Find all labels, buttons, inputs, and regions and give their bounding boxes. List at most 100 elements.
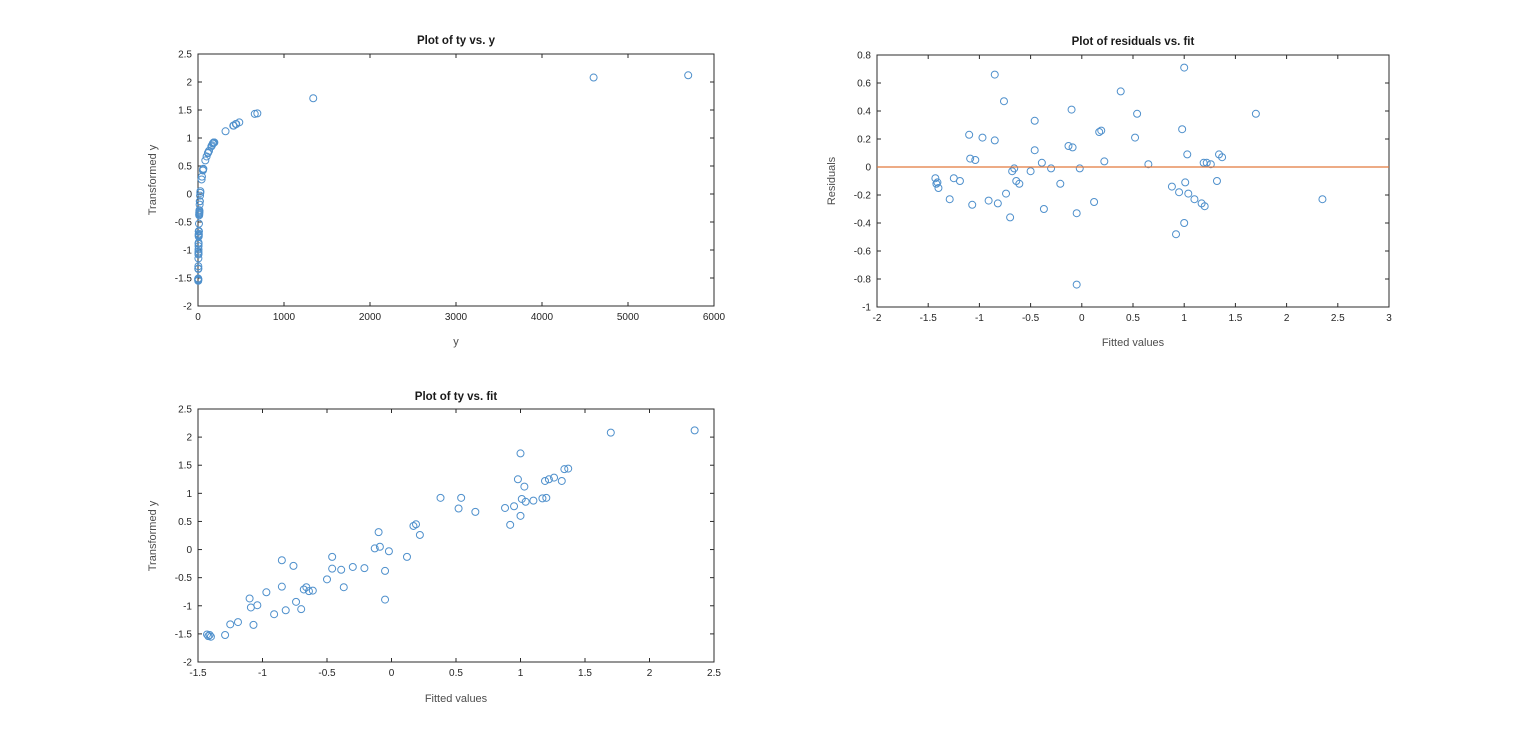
plot-ty-vs-y: 0 1000 2000 3000 4000 5000 6000 -2 -1.5 -1 -0.5 0 0.… — [147, 35, 726, 348]
tick-label: -1.5 — [920, 313, 938, 324]
scatter-point — [302, 583, 311, 592]
plot-content: -2 -1.5 -1 -0.5 0 0.5 1 1.5 2 2.5 3 -1 -0.8 -0.6 -0.4 -… — [854, 51, 1392, 325]
tick-label: -1.5 — [175, 629, 193, 640]
scatter-point — [457, 493, 466, 502]
scatter-point — [221, 127, 230, 136]
tick-label: 1 — [186, 489, 192, 500]
scatter-point — [277, 582, 286, 591]
scatter-point — [409, 521, 418, 530]
tick-label: -0.5 — [175, 218, 193, 229]
tick-label: -0.5 — [318, 668, 336, 679]
scatter-point — [529, 496, 538, 505]
tick-label: -1 — [862, 303, 871, 314]
tick-label: 0.5 — [178, 517, 192, 528]
scatter-point — [196, 187, 205, 196]
scatter-point — [195, 197, 204, 206]
scatter-point — [1072, 209, 1081, 218]
scatter-point — [1184, 189, 1193, 198]
scatter-point — [589, 73, 598, 82]
tick-label: 0 — [389, 668, 395, 679]
scatter-point — [194, 275, 203, 284]
scatter-point — [1064, 142, 1073, 150]
tick-label: 2.5 — [707, 668, 721, 679]
scatter-point — [990, 70, 999, 79]
scatter-point — [1180, 219, 1189, 227]
scatter-point — [370, 544, 379, 553]
scatter-point — [984, 196, 993, 205]
scatter-point — [348, 562, 357, 571]
scatter-point — [506, 520, 515, 529]
tick-label: 1000 — [273, 312, 296, 323]
scatter-point — [253, 601, 262, 610]
tick-label: 1.5 — [178, 106, 192, 117]
plot-residuals-vs-fit: -2 -1.5 -1 -0.5 0 0.5 1 1.5 2 2.5 3 -1 -0.8 -0.6 -0.4 -… — [826, 36, 1392, 349]
tick-label: -1 — [183, 601, 192, 612]
scatter-point — [194, 262, 203, 271]
tick-label: 2.5 — [178, 405, 192, 416]
scatter-point — [1144, 160, 1153, 169]
tick-label: -1.5 — [175, 274, 193, 285]
scatter-point — [968, 200, 977, 209]
scatter-point — [560, 465, 569, 474]
scatter-point — [1172, 230, 1181, 239]
scatter-point — [541, 476, 550, 485]
scatter-point — [339, 583, 348, 592]
scatter-point — [309, 94, 318, 103]
scatter-point — [1037, 158, 1046, 167]
tick-label: -0.2 — [854, 191, 872, 202]
scatter-point — [203, 630, 212, 639]
scatter-point — [1212, 177, 1221, 185]
scatter-point — [412, 520, 421, 529]
tick-label: 0.5 — [449, 668, 463, 679]
tick-label: 6000 — [703, 312, 726, 323]
tick-label: 0.2 — [857, 135, 871, 146]
tick-label: 1 — [186, 134, 192, 145]
scatter-point — [374, 528, 383, 537]
scatter-point — [1175, 188, 1184, 197]
y-axis-label: Transformed y — [147, 144, 159, 215]
tick-label: 1.5 — [578, 668, 592, 679]
x-axis-label: y — [453, 336, 459, 348]
tick-label: 0.6 — [857, 79, 871, 90]
tick-label: 2000 — [359, 312, 382, 323]
scatter-point — [550, 473, 559, 482]
scatter-point — [381, 595, 390, 604]
scatter-point — [197, 175, 206, 184]
scatter-point — [262, 588, 271, 597]
scatter-point — [194, 230, 203, 239]
scatter-point — [1190, 195, 1199, 204]
scatter-point — [297, 605, 306, 614]
scatter-point — [281, 606, 290, 615]
scatter-point — [246, 603, 255, 612]
scatter-point — [1131, 133, 1140, 142]
scatter-point — [1030, 146, 1039, 155]
plot-title: Plot of ty vs. fit — [415, 391, 498, 403]
scatter-point — [933, 178, 942, 187]
scatter-point — [194, 254, 203, 263]
scatter-point — [226, 620, 235, 629]
plot-ty-vs-fit: -1.5 -1 -0.5 0 0.5 1 1.5 2 2.5-2-1.5-1-0.500.511… — [147, 391, 721, 705]
scatter-point — [1251, 109, 1260, 118]
tick-label: 0.8 — [857, 51, 871, 62]
scatter-point — [1006, 213, 1015, 222]
scatter-point — [606, 428, 615, 437]
scatter-point — [299, 585, 308, 594]
scatter-point — [323, 575, 331, 584]
scatter-point — [1047, 164, 1056, 173]
scatter-point — [978, 133, 987, 142]
scatter-point — [194, 239, 203, 248]
scatter-point — [375, 542, 384, 551]
tick-label: 0 — [1079, 313, 1085, 324]
scatter-point — [1180, 63, 1189, 72]
tick-label: 3 — [1386, 313, 1392, 324]
scatter-point — [520, 482, 529, 491]
scatter-point — [971, 156, 980, 164]
scatter-point — [1202, 158, 1211, 167]
scatter-point — [999, 97, 1008, 106]
scatter-point — [360, 564, 369, 573]
scatter-point — [209, 138, 218, 147]
tick-label: 2.5 — [1331, 313, 1345, 324]
scatter-point — [932, 179, 941, 188]
scatter-point — [501, 503, 510, 512]
